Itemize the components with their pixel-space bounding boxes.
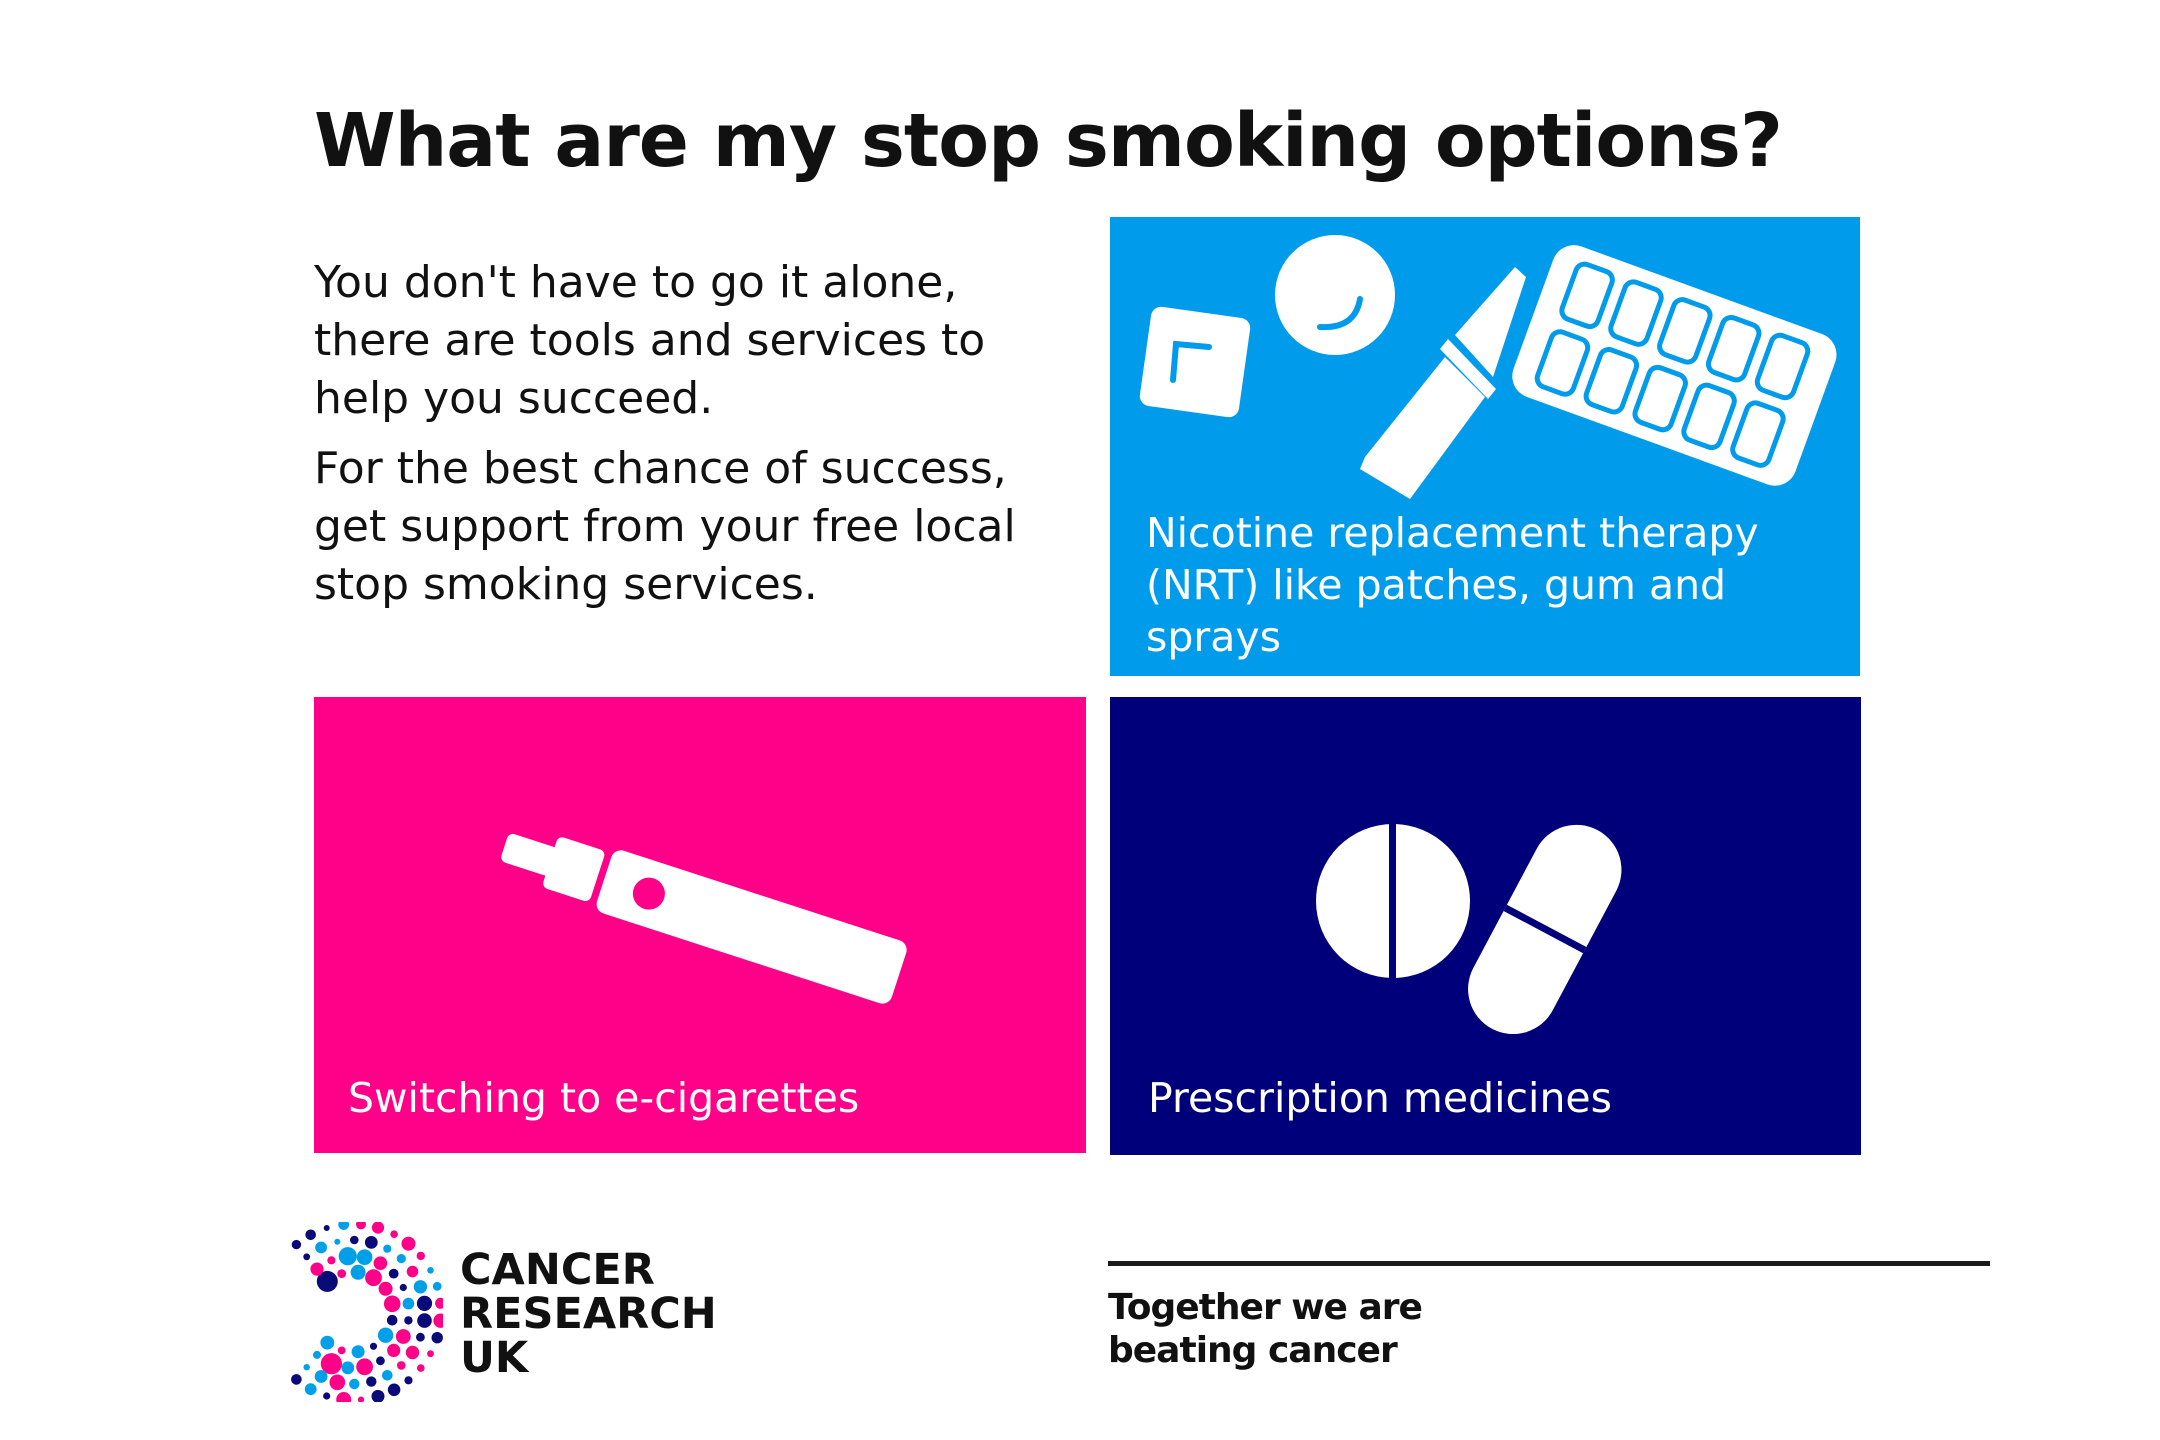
logo-dot xyxy=(291,1239,302,1250)
logo-dot xyxy=(369,1342,378,1350)
logo-dot xyxy=(405,1345,420,1360)
logo-word: UK xyxy=(460,1333,529,1383)
logo-dot xyxy=(327,1256,336,1265)
logo-dot xyxy=(376,1356,385,1366)
logo-dot xyxy=(314,1370,328,1383)
logo-dot xyxy=(435,1297,443,1309)
card-e-cigarettes: Switching to e-cigarettes xyxy=(314,697,1086,1153)
logo-dot xyxy=(404,1376,413,1385)
logo-dot xyxy=(371,1389,385,1402)
logo-dot xyxy=(305,1229,316,1241)
logo-dot xyxy=(383,1295,401,1313)
logo-dot xyxy=(320,1335,335,1350)
logo-dot xyxy=(336,1392,352,1402)
logo-dot xyxy=(377,1327,394,1343)
tagline-line: beating cancer xyxy=(1108,1330,1398,1371)
nrt-illustration xyxy=(1139,235,1837,499)
logo-word: RESEARCH xyxy=(460,1289,717,1339)
cancer-research-uk-logo xyxy=(291,1222,443,1402)
logo-dot xyxy=(402,1297,415,1310)
logo-dot xyxy=(416,1251,425,1261)
logo-dot xyxy=(329,1374,346,1391)
logo-dot xyxy=(427,1267,434,1274)
logo-dot xyxy=(404,1316,413,1325)
logo-dot xyxy=(323,1225,330,1231)
logo-dot xyxy=(341,1361,355,1375)
logo-dot xyxy=(350,1264,366,1280)
logo-dot xyxy=(356,1358,373,1376)
logo-dot xyxy=(364,1236,378,1249)
logo-dot xyxy=(310,1262,324,1276)
capsule-icon xyxy=(1468,824,1622,1035)
gum-blister-pack-icon xyxy=(1512,245,1837,486)
logo-dot xyxy=(397,1361,406,1370)
logo-dot xyxy=(304,1383,317,1396)
logo-dot xyxy=(416,1332,425,1342)
e-cigarette-icon xyxy=(501,833,907,1004)
footer-divider xyxy=(1108,1261,1990,1266)
logo-dot xyxy=(316,1270,338,1292)
logo-dot xyxy=(417,1313,432,1328)
logo-dot xyxy=(387,1383,401,1397)
logo-dot xyxy=(431,1332,443,1344)
logo-dot xyxy=(315,1241,327,1254)
patch-icon xyxy=(1139,306,1251,418)
logo-dot xyxy=(417,1364,425,1372)
logo-dot xyxy=(416,1295,433,1311)
logo-dot xyxy=(349,1378,360,1390)
tagline-line: Together we are xyxy=(1108,1287,1423,1328)
logo-dot xyxy=(356,1249,373,1265)
logo-dot xyxy=(373,1256,388,1270)
intro-paragraph-services: For the best chance of success, get supp… xyxy=(314,443,1016,610)
logo-dot xyxy=(390,1230,398,1238)
logo-dot xyxy=(338,1247,357,1266)
logo-word: CANCER xyxy=(460,1245,655,1295)
logo-dot xyxy=(303,1364,310,1371)
logo-wordmark: CANCER RESEARCH UK xyxy=(460,1248,717,1380)
medicines-illustration xyxy=(1316,822,1622,1035)
logo-dot xyxy=(303,1253,311,1261)
lozenge-icon xyxy=(1275,235,1395,355)
logo-dot xyxy=(337,1346,346,1355)
intro-paragraph: You don't have to go it alone, there are… xyxy=(314,257,986,424)
logo-dot xyxy=(386,1314,398,1326)
logo-dot xyxy=(427,1350,434,1358)
page-title: What are my stop smoking options? xyxy=(314,98,1783,184)
logo-dot xyxy=(351,1345,365,1359)
logo-dot xyxy=(365,1269,382,1287)
logo-dot xyxy=(371,1222,385,1234)
logo-dot xyxy=(356,1222,366,1230)
logo-dot xyxy=(396,1254,406,1264)
logo-dot xyxy=(313,1350,321,1359)
tagline: Together we are beating cancer xyxy=(1108,1286,1423,1372)
nasal-spray-icon xyxy=(1360,267,1526,499)
logo-dot xyxy=(382,1370,393,1381)
logo-dot xyxy=(395,1329,411,1344)
logo-dot xyxy=(357,1396,365,1402)
logo-dot xyxy=(334,1238,341,1245)
logo-dot xyxy=(378,1281,393,1296)
card-prescription-medicines: Prescription medicines xyxy=(1110,697,1861,1155)
logo-dot xyxy=(413,1280,428,1294)
logo-dot xyxy=(388,1268,399,1279)
card-nrt-label: Nicotine replacement therapy (NRT) like … xyxy=(1146,509,1759,661)
logo-dot xyxy=(406,1265,419,1278)
logo-dot xyxy=(387,1343,401,1357)
logo-dot xyxy=(337,1269,347,1278)
logo-dot xyxy=(433,1313,443,1328)
logo-dot xyxy=(350,1235,359,1245)
card-nrt: Nicotine replacement therapy (NRT) like … xyxy=(1110,217,1860,676)
logo-dot xyxy=(320,1353,342,1375)
logo-dot xyxy=(399,1283,407,1292)
logo-dot xyxy=(366,1376,377,1387)
card-prescription-medicines-label: Prescription medicines xyxy=(1148,1074,1613,1122)
logo-dot xyxy=(383,1244,392,1253)
card-e-cigarettes-label: Switching to e-cigarettes xyxy=(348,1074,860,1122)
logo-dot xyxy=(338,1222,350,1230)
logo-dot xyxy=(432,1281,442,1291)
tablet-icon xyxy=(1316,822,1470,982)
logo-dot xyxy=(291,1374,302,1385)
logo-dot xyxy=(401,1236,416,1251)
logo-dot xyxy=(323,1392,331,1400)
